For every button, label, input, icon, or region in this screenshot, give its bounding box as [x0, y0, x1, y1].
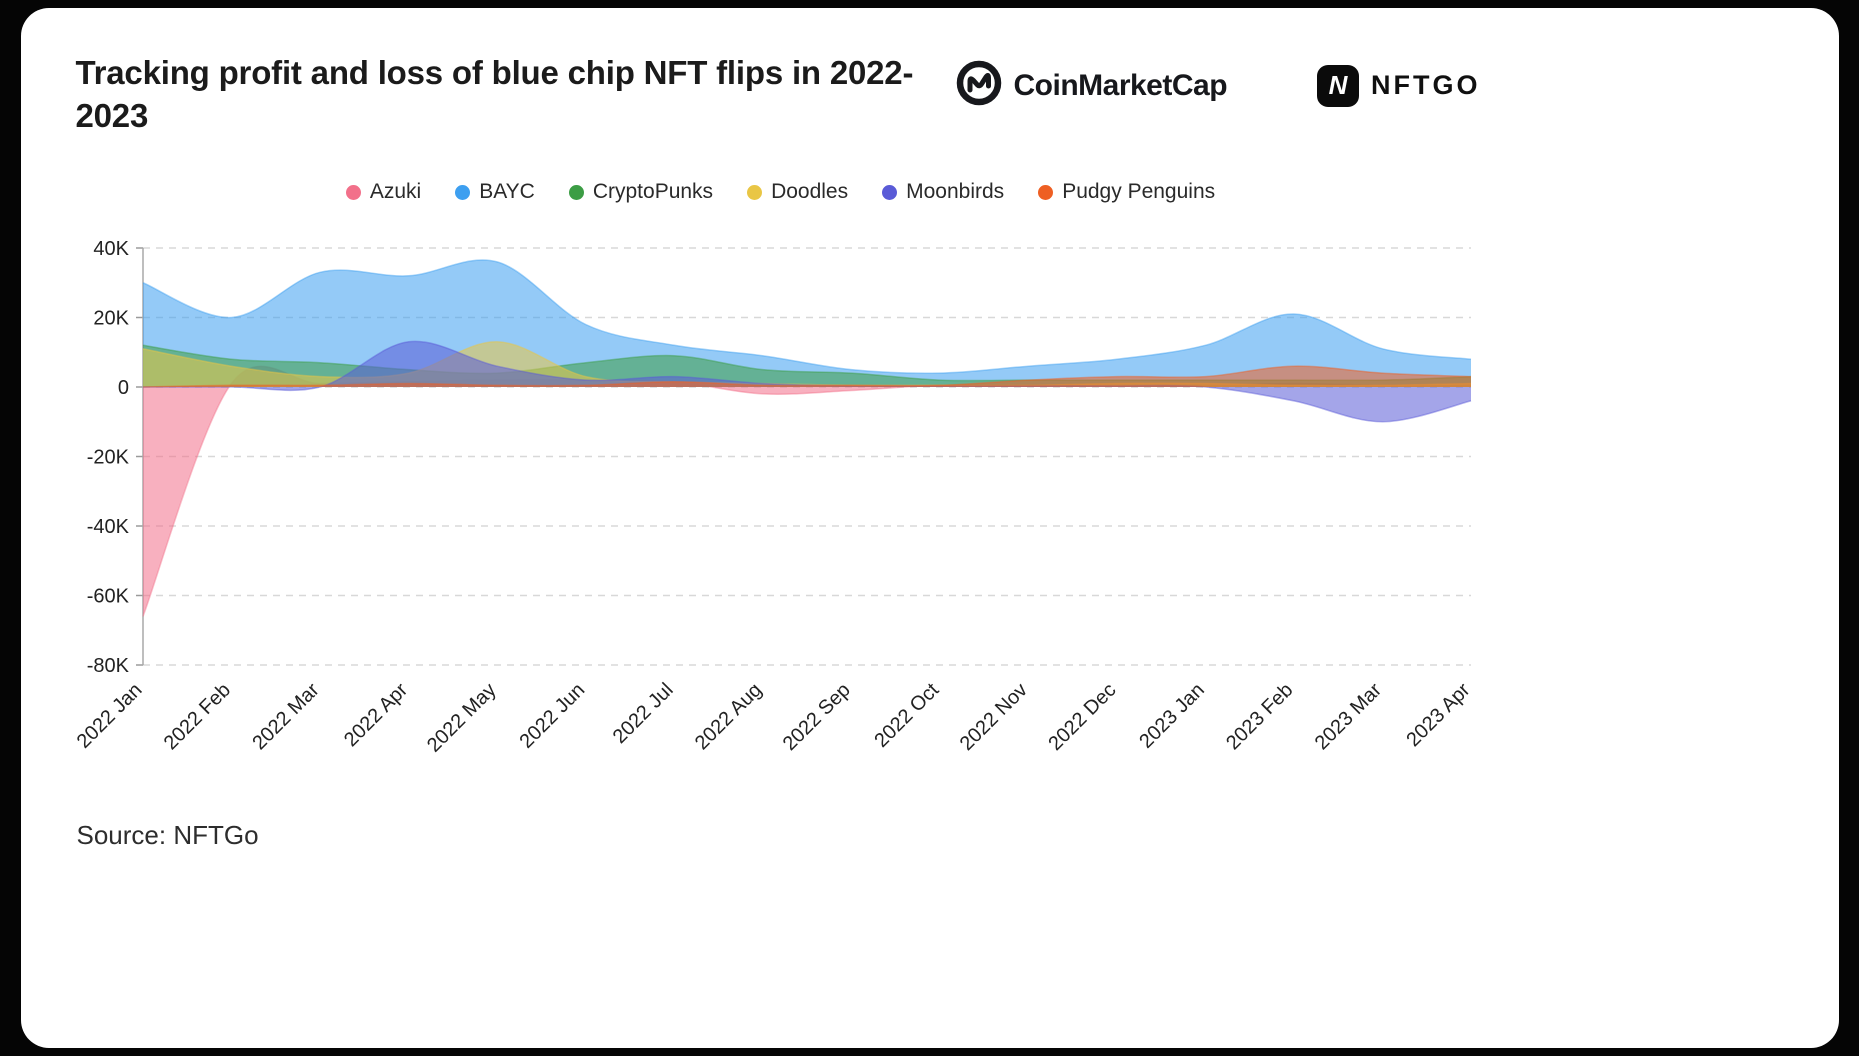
- legend-dot-doodles: [747, 184, 763, 200]
- x-axis-tick-label: 2022 Oct: [870, 679, 943, 752]
- y-axis-tick-label: -80K: [86, 655, 129, 677]
- chart-card: Tracking profit and loss of blue chip NF…: [20, 8, 1839, 1048]
- nftgo-icon: N: [1317, 64, 1360, 107]
- y-axis-tick-label: 0: [117, 377, 128, 399]
- nftgo-logo: N NFTGO: [1317, 64, 1481, 107]
- legend-label: BAYC: [479, 180, 535, 203]
- legend-item-azuki[interactable]: Azuki: [345, 180, 422, 204]
- x-axis-tick-label: 2022 Jun: [515, 679, 589, 753]
- x-axis-tick-label: 2022 May: [422, 679, 500, 757]
- pnl-area-chart: 40K 20K 0 -20K -40K -60K -80K 2022 Jan 2022 Feb 2…: [71, 208, 1491, 808]
- x-axis-tick-label: 2023 Feb: [1222, 679, 1297, 754]
- y-axis-tick-label: 40K: [93, 238, 129, 260]
- y-axis-tick-label: 20K: [93, 308, 129, 330]
- nftgo-wordmark: NFTGO: [1371, 70, 1481, 100]
- legend-dot-cryptopunks: [568, 184, 584, 200]
- coinmarketcap-logo: CoinMarketCap: [956, 60, 1228, 111]
- legend-item-moonbirds[interactable]: Moonbirds: [882, 180, 1004, 204]
- y-axis-tick-label: -60K: [86, 586, 129, 608]
- coinmarketcap-icon: [956, 60, 1002, 111]
- header: Tracking profit and loss of blue chip NF…: [21, 8, 1839, 138]
- legend-dot-moonbirds: [882, 184, 898, 200]
- series-line-moonbirds: [142, 340, 1471, 423]
- y-axis-tick-label: -20K: [86, 447, 129, 469]
- page-title: Tracking profit and loss of blue chip NF…: [75, 54, 914, 134]
- legend-label: Moonbirds: [906, 180, 1005, 203]
- x-axis-tick-label: 2022 Apr: [339, 679, 411, 751]
- y-axis-tick-label: -40K: [86, 516, 129, 538]
- series-line-bayc: [142, 259, 1471, 374]
- legend-dot-bayc: [455, 184, 471, 200]
- x-axis-tick-label: 2023 Apr: [1402, 679, 1474, 751]
- x-axis-tick-label: 2023 Mar: [1310, 679, 1386, 755]
- legend-dot-azuki: [345, 184, 361, 200]
- x-axis-tick-label: 2022 Mar: [248, 679, 324, 755]
- legend-item-bayc[interactable]: BAYC: [455, 180, 535, 204]
- coinmarketcap-wordmark: CoinMarketCap: [1013, 68, 1228, 102]
- x-axis-tick-label: 2023 Jan: [1135, 679, 1209, 753]
- legend-label: Azuki: [369, 180, 422, 203]
- x-axis-tick-label: 2022 Jan: [72, 679, 146, 753]
- legend-item-cryptopunks[interactable]: CryptoPunks: [568, 180, 714, 204]
- x-axis-tick-label: 2022 Dec: [1044, 679, 1120, 755]
- x-axis-tick-label: 2022 Nov: [955, 679, 1031, 755]
- x-axis-tick-label: 2022 Feb: [159, 679, 234, 754]
- legend-label: Pudgy Penguins: [1062, 180, 1216, 203]
- logos: CoinMarketCap N NFTGO: [956, 60, 1491, 111]
- series-area-moonbirds: [142, 341, 1471, 422]
- legend-item-pudgy-penguins[interactable]: Pudgy Penguins: [1038, 180, 1215, 204]
- legend-label: CryptoPunks: [592, 180, 714, 203]
- series-area-pudgy-penguins: [142, 366, 1471, 387]
- legend-dot-pudgy-penguins: [1038, 184, 1054, 200]
- series-line-pudgy-penguins: [142, 365, 1471, 388]
- x-axis-tick-label: 2022 Aug: [690, 679, 765, 754]
- legend-item-doodles[interactable]: Doodles: [747, 180, 848, 204]
- chart-legend: Azuki BAYC CryptoPunks Doodles Moonbirds Pudg…: [71, 180, 1491, 204]
- x-axis-tick-label: 2022 Sep: [778, 679, 854, 755]
- source-caption: Source: NFTGo: [76, 820, 259, 850]
- legend-label: Doodles: [771, 180, 849, 203]
- series-line-azuki: [141, 365, 1471, 617]
- x-axis-tick-label: 2022 Jul: [608, 679, 677, 748]
- series-area-azuki: [142, 366, 1471, 617]
